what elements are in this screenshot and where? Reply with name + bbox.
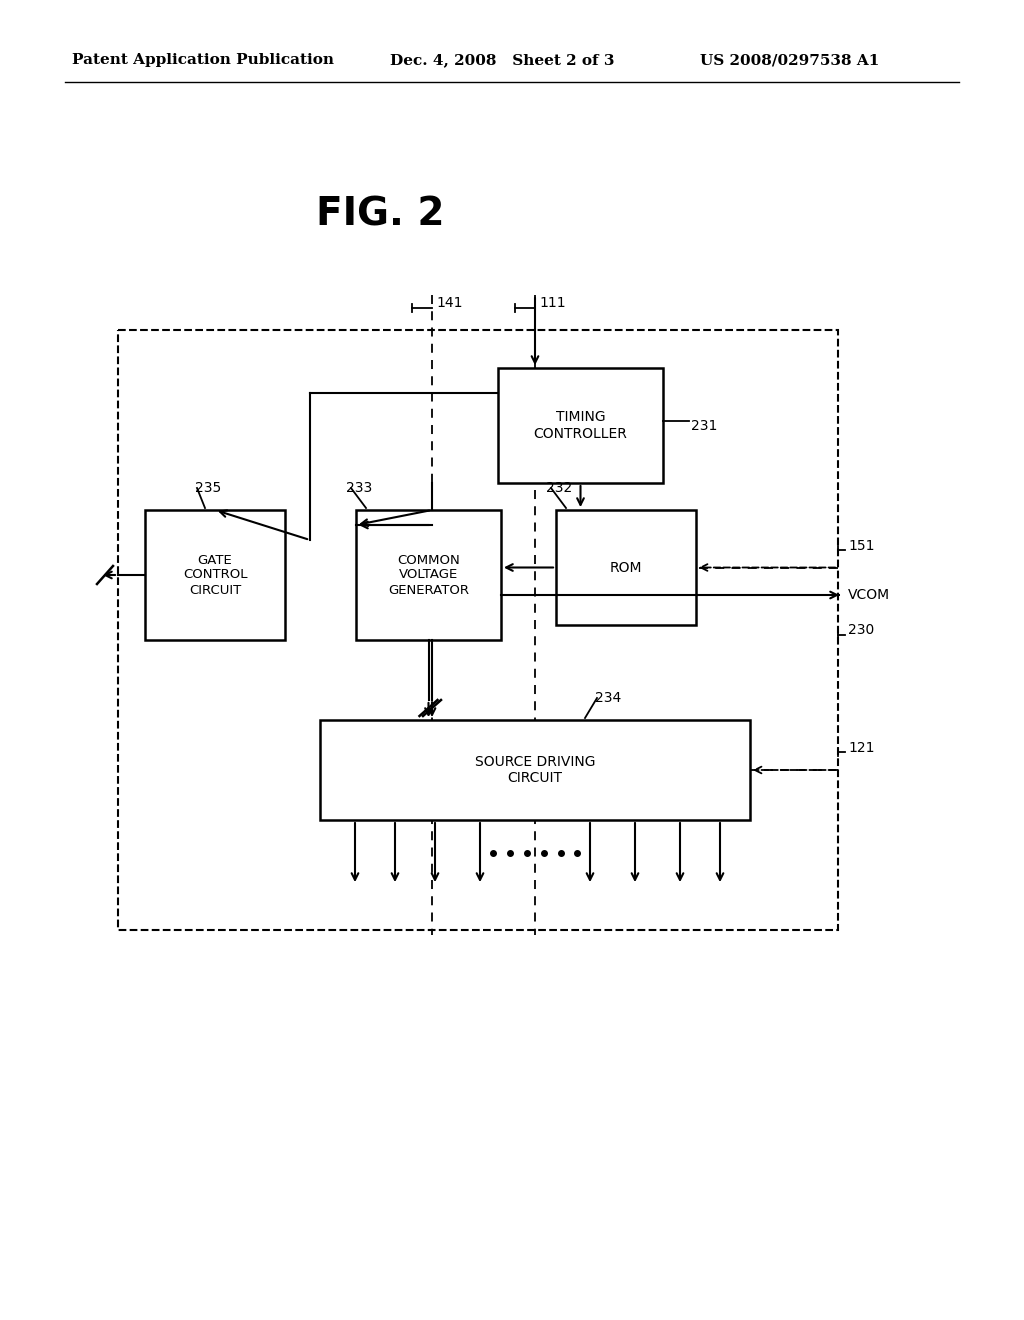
Text: 231: 231: [691, 418, 718, 433]
Text: FIG. 2: FIG. 2: [315, 195, 444, 234]
Text: Patent Application Publication: Patent Application Publication: [72, 53, 334, 67]
Text: 230: 230: [848, 623, 874, 638]
Text: GATE
CONTROL
CIRCUIT: GATE CONTROL CIRCUIT: [182, 553, 247, 597]
Bar: [319, 719, 750, 820]
Text: 151: 151: [848, 539, 874, 553]
Bar: [118, 330, 838, 931]
Text: ROM: ROM: [609, 561, 642, 574]
Text: 111: 111: [539, 296, 565, 310]
Bar: [356, 510, 501, 640]
Text: 233: 233: [346, 480, 373, 495]
Text: 121: 121: [848, 741, 874, 755]
Bar: [145, 510, 285, 640]
Text: 234: 234: [595, 690, 622, 705]
Text: TIMING
CONTROLLER: TIMING CONTROLLER: [534, 411, 628, 441]
Text: 235: 235: [195, 480, 221, 495]
Text: COMMON
VOLTAGE
GENERATOR: COMMON VOLTAGE GENERATOR: [388, 553, 469, 597]
Bar: [556, 510, 696, 624]
Bar: [498, 368, 663, 483]
Text: Dec. 4, 2008   Sheet 2 of 3: Dec. 4, 2008 Sheet 2 of 3: [390, 53, 614, 67]
Text: US 2008/0297538 A1: US 2008/0297538 A1: [700, 53, 880, 67]
Text: 232: 232: [546, 480, 572, 495]
Text: VCOM: VCOM: [848, 587, 890, 602]
Text: 141: 141: [436, 296, 463, 310]
Text: SOURCE DRIVING
CIRCUIT: SOURCE DRIVING CIRCUIT: [475, 755, 595, 785]
